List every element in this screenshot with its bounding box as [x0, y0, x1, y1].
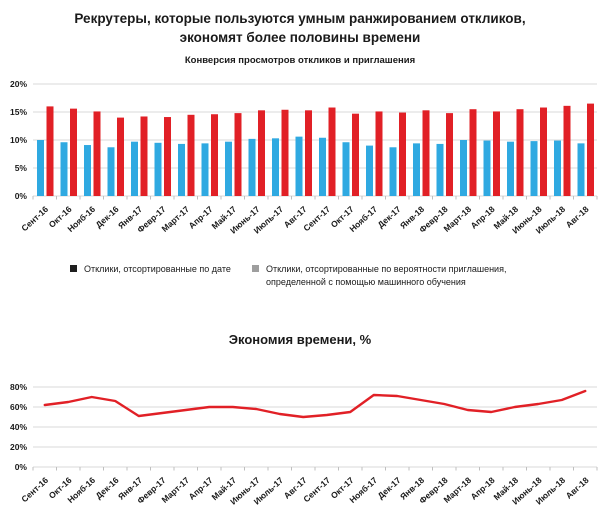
svg-text:Дек-16: Дек-16	[94, 475, 121, 501]
svg-text:Сент-17: Сент-17	[301, 475, 332, 504]
svg-text:40%: 40%	[10, 422, 27, 432]
legend-label-sorted-by-ml: Отклики, отсортированные по вероятности …	[266, 263, 506, 289]
svg-text:Сент-16: Сент-16	[19, 475, 50, 504]
svg-text:20%: 20%	[10, 79, 27, 89]
svg-text:Апр-17: Апр-17	[187, 204, 215, 231]
svg-text:5%: 5%	[15, 163, 28, 173]
svg-text:Апр-18: Апр-18	[469, 475, 497, 502]
legend-swatch-ml-icon	[252, 265, 259, 272]
svg-text:10%: 10%	[10, 135, 27, 145]
svg-text:Дек-16: Дек-16	[94, 204, 121, 230]
svg-text:15%: 15%	[10, 107, 27, 117]
legend-label-sorted-by-ml-line-2: определенной с помощью машинного обучени…	[266, 277, 466, 287]
svg-text:Сент-16: Сент-16	[19, 204, 50, 233]
bar-chart-legend: Отклики, отсортированные по дате Отклики…	[0, 261, 600, 301]
svg-text:Дек-17: Дек-17	[376, 204, 403, 230]
svg-text:Апр-18: Апр-18	[469, 204, 497, 231]
page-title-line-1: Рекрутеры, которые пользуются умным ранж…	[74, 11, 526, 26]
svg-text:Сент-17: Сент-17	[301, 204, 332, 233]
legend-item-sorted-by-ml: Отклики, отсортированные по вероятности …	[252, 263, 506, 289]
svg-text:Авг-18: Авг-18	[564, 204, 591, 230]
legend-label-sorted-by-ml-line-1: Отклики, отсортированные по вероятности …	[266, 264, 507, 274]
svg-text:Апр-17: Апр-17	[187, 475, 215, 502]
svg-text:0%: 0%	[15, 191, 28, 201]
bar-chart-title: Конверсия просмотров откликов и приглаше…	[184, 55, 416, 66]
legend-swatch-date-icon	[70, 265, 77, 272]
page-title-line-2: экономят более половины времени	[179, 30, 421, 45]
svg-text:Авг-18: Авг-18	[564, 475, 591, 501]
svg-text:80%: 80%	[10, 382, 27, 392]
svg-text:20%: 20%	[10, 442, 27, 452]
svg-text:0%: 0%	[15, 462, 28, 472]
line-chart-title: Экономия времени, %	[228, 332, 372, 347]
legend-label-sorted-by-date: Отклики, отсортированные по дате	[84, 264, 231, 274]
svg-text:60%: 60%	[10, 402, 27, 412]
svg-text:Дек-17: Дек-17	[376, 475, 403, 501]
conversion-bar-chart: 0%5%10%15%20%Сент-16Окт-16Нояб-16Дек-16Я…	[10, 79, 598, 236]
page-title: Рекрутеры, которые пользуются умным ранж…	[0, 9, 600, 47]
time-savings-line-chart: 0%20%40%60%80%Сент-16Окт-16Нояб-16Дек-16…	[10, 382, 598, 507]
legend-item-sorted-by-date: Отклики, отсортированные по дате	[70, 263, 231, 276]
